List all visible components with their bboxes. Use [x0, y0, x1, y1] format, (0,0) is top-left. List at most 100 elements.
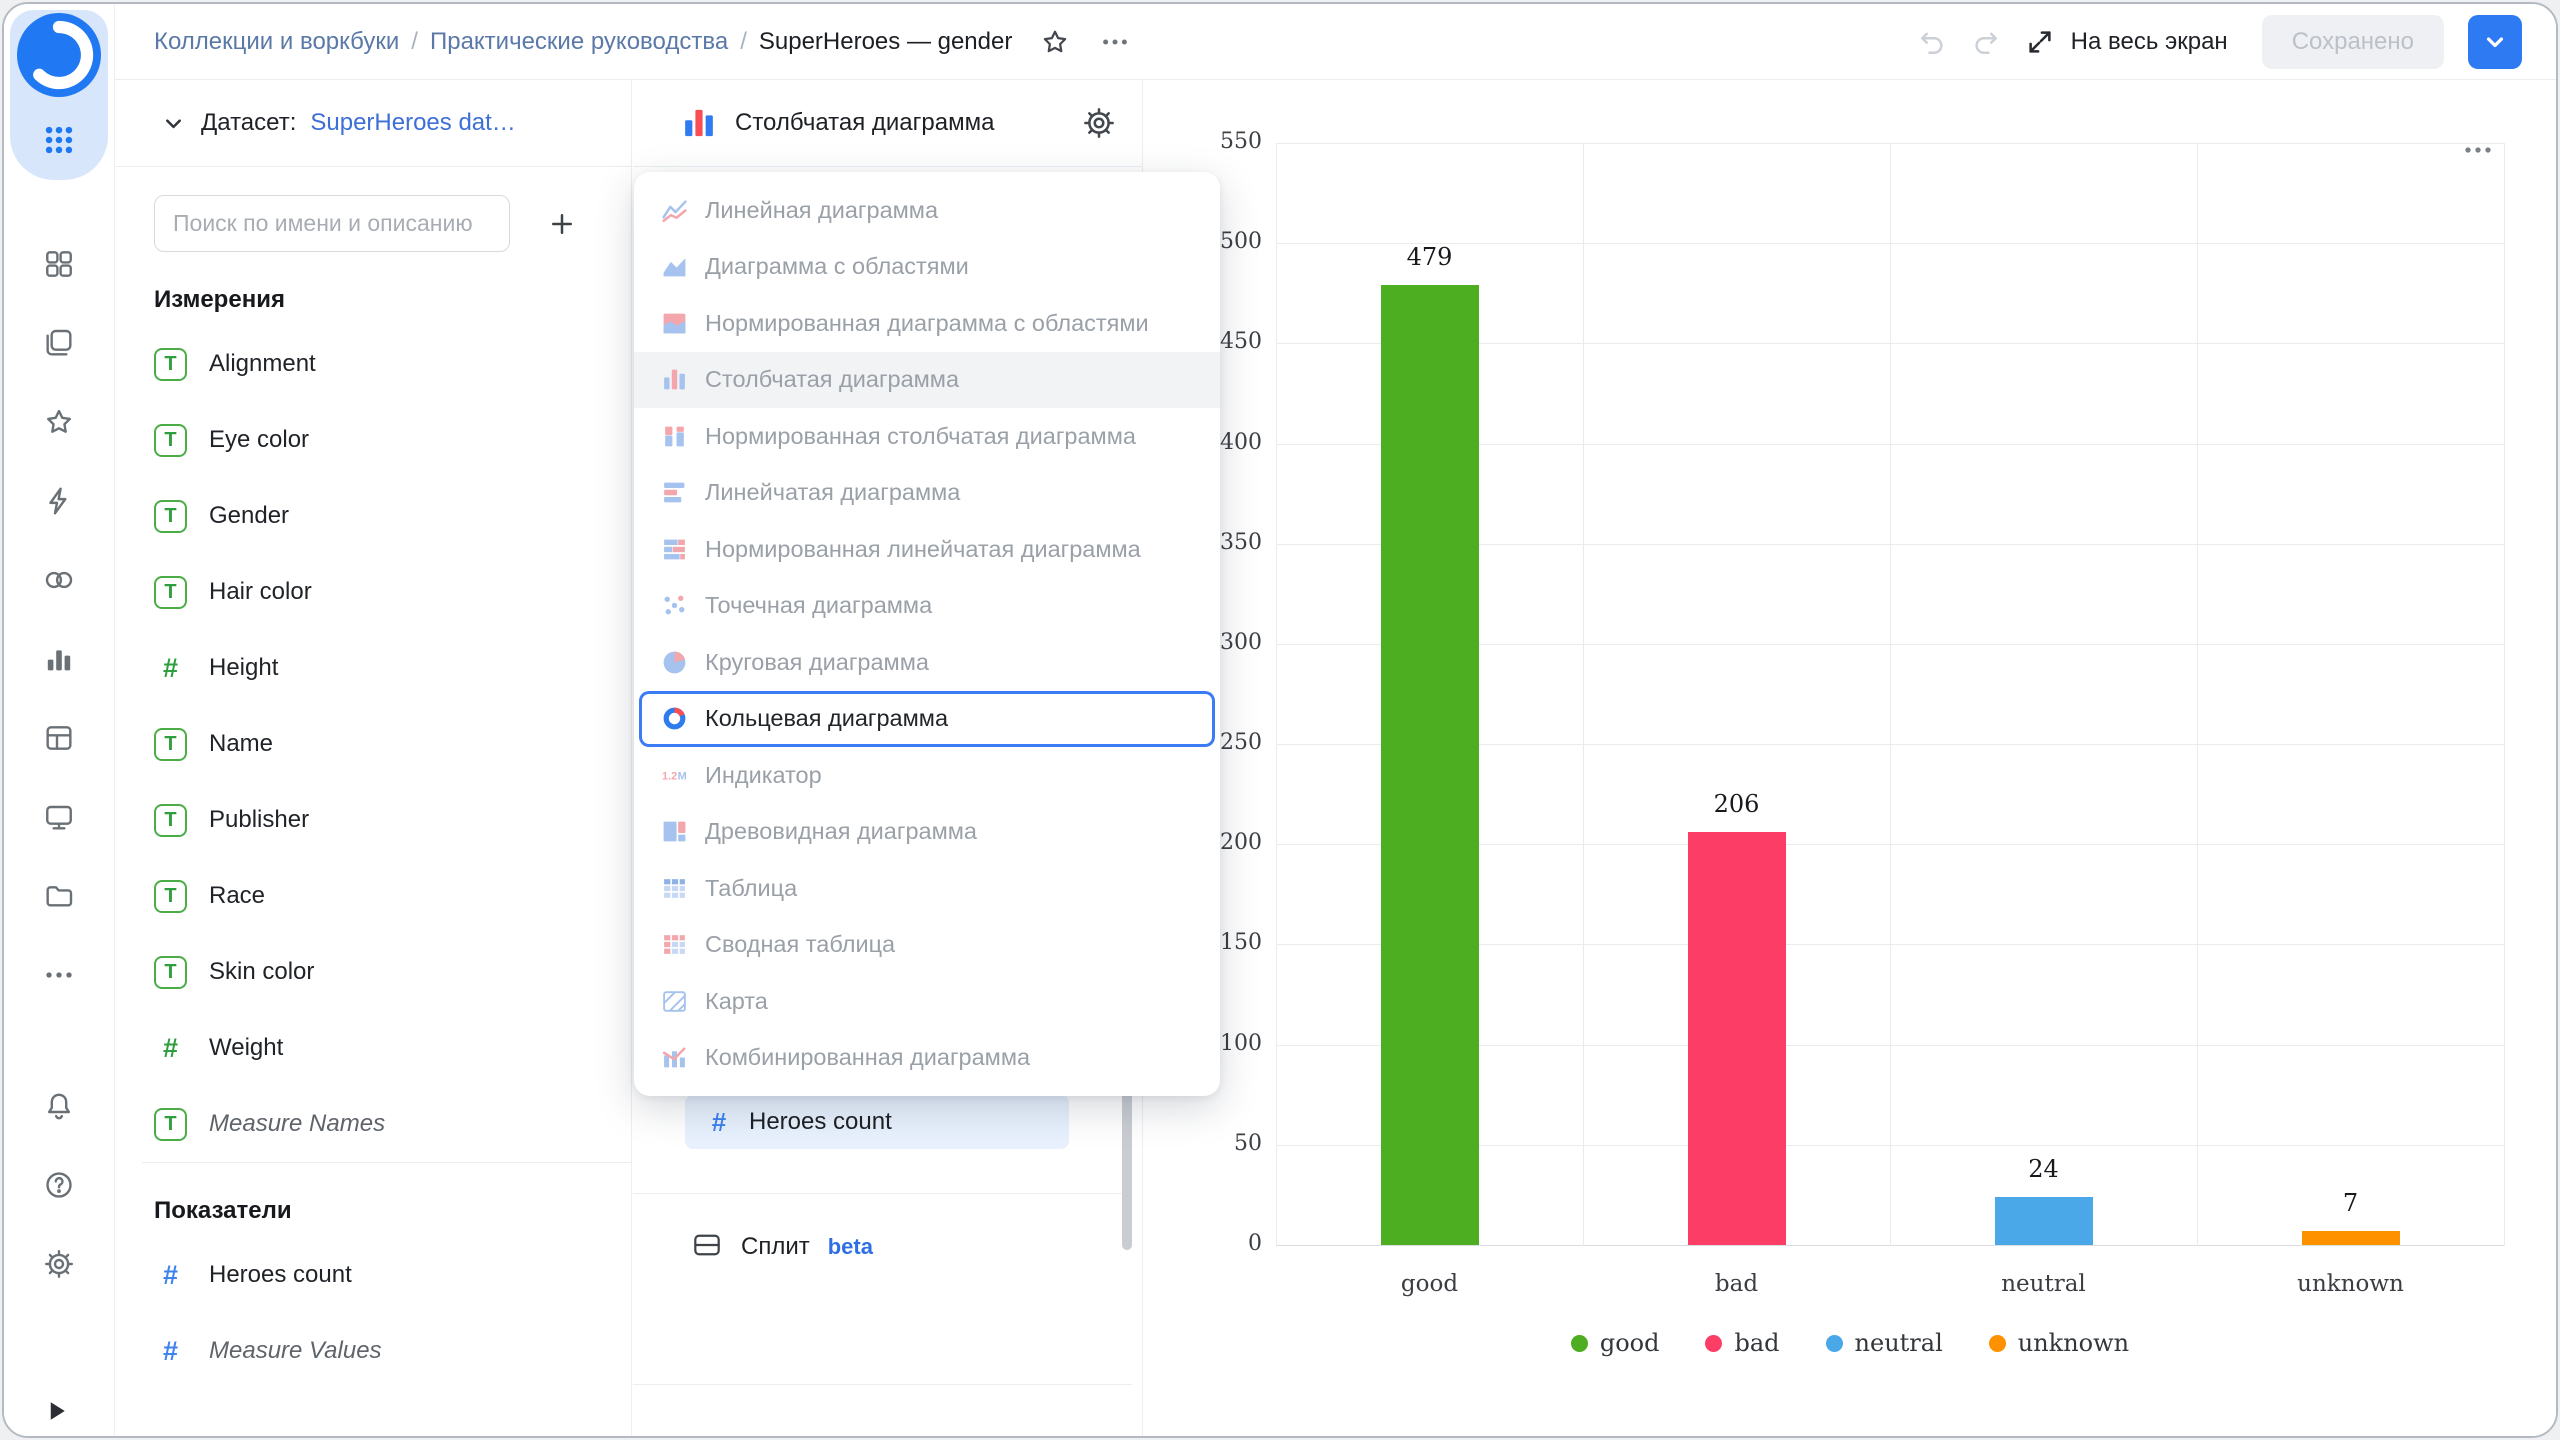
chart-type-bar100[interactable]: Нормированная линейчатая диаграмма [634, 521, 1220, 578]
chart-type-header[interactable]: Столбчатая диаграмма [633, 80, 1142, 167]
field-row[interactable]: T Skin color [114, 934, 631, 1010]
gear-icon[interactable] [1082, 106, 1116, 140]
bar-value-label: 479 [1406, 243, 1453, 272]
number-field-icon: # [162, 652, 179, 683]
y-axis-tick: 0 [1248, 1231, 1262, 1256]
chart-type-scatter[interactable]: Точечная диаграмма [634, 578, 1220, 635]
donut-chart-icon [661, 705, 688, 732]
chart-type-map[interactable]: Карта [634, 973, 1220, 1030]
chart-type-treemap[interactable]: Древовидная диаграмма [634, 804, 1220, 861]
collections-grid-icon[interactable] [35, 240, 83, 288]
chart-type-area[interactable]: Диаграмма с областями [634, 239, 1220, 296]
dataset-fields-panel: Датасет: SuperHeroes dat… Измерения T Ali… [114, 80, 632, 1436]
redo-icon[interactable] [1971, 27, 2001, 57]
chart-type-label: Индикатор [705, 761, 822, 788]
x-axis-label: good [1400, 1271, 1459, 1297]
undo-icon[interactable] [1917, 27, 1947, 57]
field-row[interactable]: # Heroes count [114, 1237, 631, 1313]
number-field-icon: # [711, 1106, 727, 1137]
datalens-logo-icon[interactable] [17, 13, 101, 97]
text-field-icon: T [154, 803, 187, 837]
treemap-chart-icon [661, 818, 688, 845]
star-icon[interactable] [35, 398, 83, 446]
bar-value-label: 24 [2028, 1154, 2059, 1183]
datasets-table-icon[interactable] [35, 714, 83, 762]
legend-item-good[interactable]: good [1570, 1329, 1659, 1357]
breadcrumb-link[interactable]: Практические руководства [429, 27, 729, 55]
workbooks-icon[interactable] [35, 319, 83, 367]
search-input[interactable] [154, 195, 510, 252]
save-dropdown-button[interactable] [2468, 14, 2522, 69]
field-label: Measure Values [209, 1337, 382, 1364]
filters-section[interactable]: Фильтры [691, 1432, 839, 1436]
panel-scrollbar[interactable] [1122, 1062, 1132, 1250]
chart-type-label: Диаграмма с областями [705, 253, 969, 280]
legend-item-bad[interactable]: bad [1705, 1329, 1780, 1357]
more-actions-icon[interactable] [1100, 27, 1130, 57]
favorites-bolt-icon[interactable] [35, 477, 83, 525]
chart-type-area100[interactable]: Нормированная диаграмма с областями [634, 295, 1220, 352]
field-row[interactable]: T Name [114, 706, 631, 782]
services-icon[interactable] [35, 556, 83, 604]
legend-item-unknown[interactable]: unknown [1988, 1329, 2129, 1357]
field-row[interactable]: T Alignment [114, 326, 631, 402]
x-axis-label: bad [1714, 1271, 1759, 1297]
chart-type-table[interactable]: Таблица [634, 860, 1220, 917]
help-icon[interactable] [35, 1161, 83, 1209]
chart-type-indicator[interactable]: 1.2 M Индикатор [634, 747, 1220, 804]
dataset-name-link[interactable]: SuperHeroes dat… [310, 109, 516, 136]
chart-type-line[interactable]: Линейная диаграмма [634, 182, 1220, 239]
add-field-button[interactable] [536, 198, 588, 250]
rail-main-icons [4, 240, 114, 999]
field-row[interactable]: T Measure Names [114, 1086, 631, 1162]
fullscreen-label[interactable]: На весь экран [2070, 27, 2228, 55]
chart-type-column[interactable]: Столбчатая диаграмма [634, 351, 1220, 408]
chart-type-combo[interactable]: Комбинированная диаграмма [634, 1030, 1220, 1087]
bar-value-label: 206 [1713, 790, 1760, 819]
left-rail [4, 4, 115, 1436]
legend-dot [1825, 1334, 1843, 1352]
field-row[interactable]: T Eye color [114, 402, 631, 478]
fullscreen-icon[interactable] [2025, 27, 2055, 57]
dimensions-list: T Alignment T Eye color T Gender T Hair color # H… [114, 326, 631, 1162]
bell-icon[interactable] [35, 1082, 83, 1130]
chart-type-column100[interactable]: Нормированная столбчатая диаграмма [634, 408, 1220, 465]
map-chart-icon [661, 988, 688, 1015]
indicator-chart-icon: 1.2 M [661, 762, 688, 789]
chart-type-label: Карта [705, 987, 768, 1014]
legend-item-neutral[interactable]: neutral [1825, 1329, 1943, 1357]
settings-icon[interactable] [35, 1240, 83, 1288]
chart-type-bar[interactable]: Линейчатая диаграмма [634, 465, 1220, 522]
field-row[interactable]: T Gender [114, 478, 631, 554]
storage-folder-icon[interactable] [35, 872, 83, 920]
field-row[interactable]: # Measure Values [114, 1313, 631, 1389]
more-icon[interactable] [35, 951, 83, 999]
y-axis-tick: 150 [1220, 930, 1262, 956]
field-chip-label: Heroes count [749, 1108, 892, 1135]
chart-menu-icon[interactable] [2462, 134, 2494, 170]
beta-badge: beta [827, 1234, 873, 1259]
field-row[interactable]: T Race [114, 858, 631, 934]
field-label: Skin color [209, 958, 315, 985]
chart-type-donut[interactable]: Кольцевая диаграмма [639, 691, 1215, 748]
field-chip-heroes-count[interactable]: # Heroes count [685, 1095, 1069, 1149]
chart-type-pivot[interactable]: Сводная таблица [634, 917, 1220, 974]
field-row[interactable]: # Height [114, 630, 631, 706]
charts-icon[interactable] [35, 635, 83, 683]
field-row[interactable]: # Weight [114, 1010, 631, 1086]
legend-label: neutral [1854, 1329, 1943, 1357]
apps-grid-icon[interactable] [35, 116, 83, 164]
field-row[interactable]: T Publisher [114, 782, 631, 858]
chevron-down-icon[interactable] [160, 110, 187, 137]
line-chart-icon [661, 197, 688, 224]
field-label: Gender [209, 502, 290, 529]
text-field-icon: T [154, 955, 187, 989]
breadcrumb-link[interactable]: Коллекции и воркбуки [154, 27, 400, 55]
split-section[interactable]: Сплит beta [691, 1220, 873, 1274]
chart-type-pie[interactable]: Круговая диаграмма [634, 634, 1220, 691]
dashboards-monitor-icon[interactable] [35, 793, 83, 841]
field-row[interactable]: T Hair color [114, 554, 631, 630]
collapse-play-icon[interactable] [42, 1397, 70, 1430]
favorite-star-icon[interactable] [1040, 27, 1070, 57]
